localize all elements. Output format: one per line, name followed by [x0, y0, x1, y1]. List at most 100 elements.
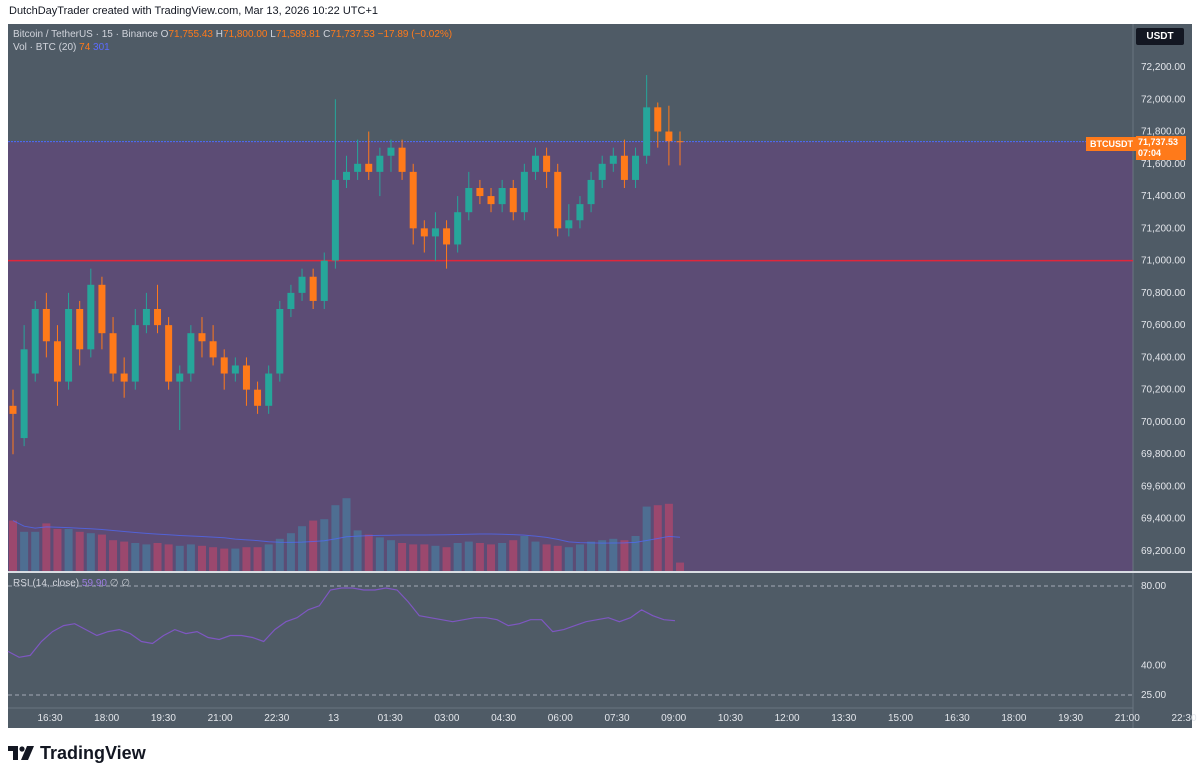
low-value: 71,589.81 — [275, 29, 321, 40]
candle-body — [409, 171, 417, 229]
change-value: −17.89 (−0.02%) — [377, 29, 453, 40]
candle-body — [231, 365, 239, 374]
rsi-value: 59.90 — [81, 578, 107, 589]
candle-body — [487, 196, 495, 205]
volume-bar — [231, 548, 240, 571]
volume-bar — [97, 534, 106, 571]
volume-bar — [31, 531, 40, 571]
last-price-label: 71,737.53 07:04 — [1136, 136, 1186, 160]
volume-bar — [242, 547, 251, 571]
candle-body — [53, 341, 61, 382]
time-tick-label: 19:30 — [1058, 713, 1083, 724]
volume-bar — [409, 544, 418, 571]
symbol-legend: Bitcoin / TetherUS · 15 · Binance O71,75… — [13, 29, 452, 40]
tradingview-logo[interactable]: TradingView — [8, 743, 146, 763]
volume-bar — [353, 530, 362, 571]
quote-currency-badge[interactable]: USDT — [1136, 28, 1184, 45]
time-tick-label: 01:30 — [378, 713, 403, 724]
time-tick-label: 21:00 — [1115, 713, 1140, 724]
volume-bar — [264, 544, 273, 571]
volume-bar — [109, 540, 118, 571]
bar-countdown: 07:04 — [1138, 148, 1162, 158]
open-value: 71,755.43 — [168, 29, 213, 40]
volume-bar — [197, 545, 206, 571]
high-value: 71,800.00 — [222, 29, 268, 40]
rsi-label: RSI (14, close) — [13, 578, 80, 589]
volume-bar — [298, 526, 307, 571]
volume-bar — [564, 547, 573, 571]
volume-bar — [175, 545, 184, 571]
volume-bar — [475, 543, 484, 571]
candle-body — [76, 309, 84, 350]
candle-body — [165, 325, 173, 382]
price-tick-label: 71,400.00 — [1141, 191, 1186, 202]
candle-body — [365, 163, 373, 172]
time-tick-label: 12:00 — [775, 713, 800, 724]
volume-bar — [75, 531, 84, 571]
candle-body — [376, 155, 384, 172]
volume-bar — [320, 519, 329, 571]
candle-body — [498, 188, 506, 205]
candle-body — [265, 373, 273, 406]
time-tick-label: 15:00 — [888, 713, 913, 724]
pane-separator[interactable] — [8, 571, 1192, 573]
volume-bar — [542, 544, 551, 571]
candle-body — [431, 228, 439, 237]
volume-bar — [342, 498, 351, 571]
volume-bar — [64, 529, 73, 571]
symbol-name: Bitcoin / TetherUS · 15 · Binance — [13, 29, 158, 40]
volume-bar — [487, 544, 496, 571]
time-tick-label: 07:30 — [604, 713, 629, 724]
candle-body — [576, 204, 584, 221]
volume-value: 74 — [79, 42, 91, 53]
time-tick-label: 03:00 — [434, 713, 459, 724]
candle-body — [320, 260, 328, 301]
rsi-tick-label: 80.00 — [1141, 581, 1166, 592]
price-tick-label: 71,600.00 — [1141, 159, 1186, 170]
watermark-header: DutchDayTrader created with TradingView.… — [0, 0, 1200, 24]
rsi-line — [7, 587, 676, 658]
header-credit: DutchDayTrader created with TradingView.… — [9, 5, 378, 17]
time-tick-label: 10:30 — [718, 713, 743, 724]
volume-bar — [209, 547, 218, 571]
volume-bar — [386, 540, 395, 571]
volume-bar — [120, 541, 129, 571]
price-tick-label: 70,800.00 — [1141, 288, 1186, 299]
candle-body — [343, 171, 350, 180]
volume-bar — [398, 543, 407, 571]
volume-label: Vol · BTC (20) — [13, 42, 77, 53]
volume-bar — [42, 523, 51, 571]
candle-body — [287, 292, 295, 309]
candle-body — [543, 155, 551, 172]
price-tick-label: 71,800.00 — [1141, 127, 1186, 138]
price-tick-label: 70,600.00 — [1141, 320, 1186, 331]
candle-body — [632, 155, 640, 180]
candle-body — [98, 284, 106, 334]
candle-body — [20, 349, 28, 439]
volume-bar — [142, 544, 151, 571]
volume-bar — [431, 545, 440, 571]
time-tick-label: 22:30 — [1171, 713, 1196, 724]
time-tick-label: 06:00 — [548, 713, 573, 724]
candle-body — [131, 325, 139, 382]
candle-body — [31, 309, 39, 374]
time-tick-label: 22:30 — [264, 713, 289, 724]
ticker-label: BTCUSDT — [1086, 137, 1137, 151]
volume-bar — [664, 503, 673, 571]
volume-bar — [420, 544, 429, 571]
volume-bar — [631, 536, 640, 571]
candle-body — [254, 389, 262, 406]
time-tick-label: 18:00 — [94, 713, 119, 724]
price-tick-label: 71,200.00 — [1141, 223, 1186, 234]
candle-body — [520, 171, 528, 213]
time-tick-label: 16:30 — [37, 713, 62, 724]
price-tick-label: 69,800.00 — [1141, 449, 1186, 460]
candle-body — [65, 309, 73, 382]
price-tick-label: 69,400.00 — [1141, 514, 1186, 525]
volume-bar — [531, 541, 540, 571]
volume-bar — [53, 529, 62, 571]
volume-bar — [498, 543, 507, 571]
volume-legend: Vol · BTC (20) 74 301 — [13, 42, 110, 53]
price-tick-label: 70,400.00 — [1141, 352, 1186, 363]
